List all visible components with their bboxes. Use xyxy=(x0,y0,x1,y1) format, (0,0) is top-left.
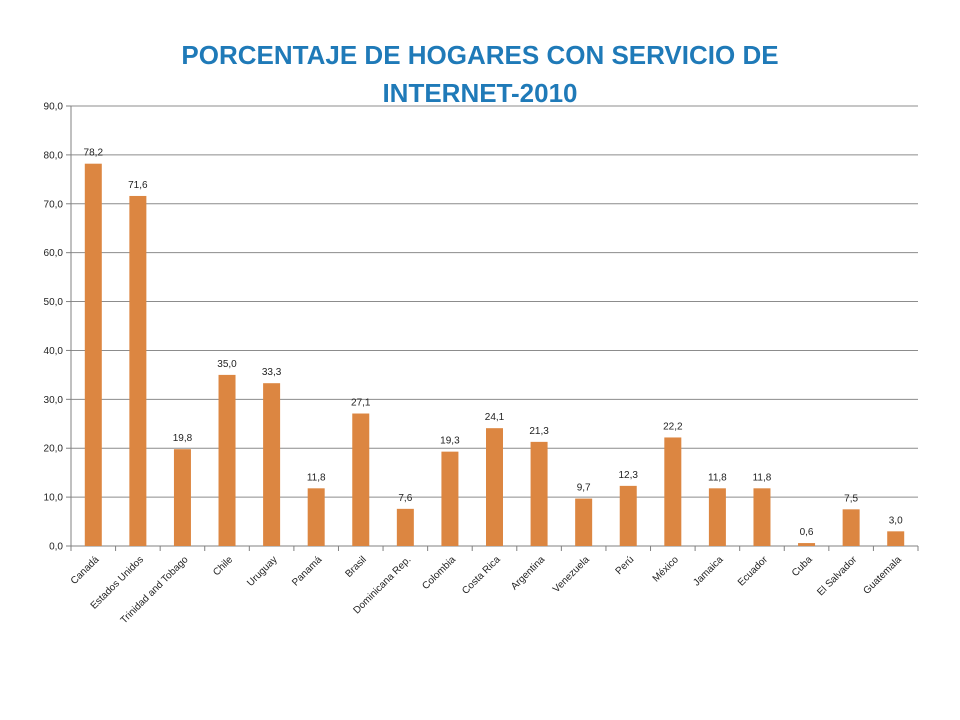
data-label: 7,5 xyxy=(844,493,858,504)
bar xyxy=(887,531,905,546)
data-label: 12,3 xyxy=(619,470,639,481)
bar xyxy=(218,374,236,546)
bar xyxy=(486,428,503,546)
category-label: Chile xyxy=(211,554,235,578)
bar xyxy=(129,195,147,546)
y-tick-label: 50,0 xyxy=(44,297,64,308)
data-label: 0,6 xyxy=(800,527,814,538)
category-label: Uruguay xyxy=(245,554,280,589)
y-tick-label: 60,0 xyxy=(44,248,64,259)
category-label: Venezuela xyxy=(551,554,592,595)
category-label: México xyxy=(651,554,681,584)
bar xyxy=(307,488,325,546)
data-label: 11,8 xyxy=(753,472,772,483)
chart-title-line-2: INTERNET-2010 xyxy=(382,78,578,108)
y-tick-label: 90,0 xyxy=(44,102,64,113)
chart-title: PORCENTAJE DE HOGARES CON SERVICIO DE IN… xyxy=(150,36,810,112)
bar xyxy=(798,543,816,546)
category-label: Guatemala xyxy=(861,554,904,597)
bar xyxy=(352,413,370,546)
data-label: 19,3 xyxy=(440,436,460,447)
data-label: 7,6 xyxy=(398,493,412,504)
bar xyxy=(753,488,771,546)
bar xyxy=(441,451,459,546)
category-label: Ecuador xyxy=(736,554,771,589)
category-label: Jamaica xyxy=(691,554,725,588)
bar xyxy=(396,508,414,546)
data-label: 78,2 xyxy=(84,148,104,159)
chart-title-line-1: PORCENTAJE DE HOGARES CON SERVICIO DE xyxy=(181,40,779,70)
y-tick-label: 40,0 xyxy=(44,346,64,357)
category-label: Costa Rica xyxy=(460,554,503,597)
bars xyxy=(84,163,905,546)
bar xyxy=(842,509,860,546)
bar xyxy=(708,488,726,546)
data-label: 11,8 xyxy=(307,472,326,483)
bar xyxy=(619,485,637,546)
category-label: El Salvador xyxy=(815,554,859,598)
bar xyxy=(263,383,281,546)
data-label: 33,3 xyxy=(262,367,282,378)
y-tick-label: 20,0 xyxy=(44,444,64,455)
category-label: Brasil xyxy=(343,554,368,579)
data-label: 24,1 xyxy=(485,412,505,423)
data-label: 11,8 xyxy=(708,472,727,483)
y-tick-label: 0,0 xyxy=(49,542,63,553)
y-tick-label: 70,0 xyxy=(44,199,64,210)
data-label: 21,3 xyxy=(529,426,549,437)
data-label: 22,2 xyxy=(663,421,683,432)
bar xyxy=(530,441,548,546)
category-label: Perú xyxy=(614,554,637,577)
category-label: Argentina xyxy=(509,554,547,592)
data-label: 35,0 xyxy=(217,359,237,370)
data-label: 19,8 xyxy=(173,433,193,444)
bar xyxy=(84,163,102,546)
category-label: Canadá xyxy=(69,554,102,587)
y-tick-label: 10,0 xyxy=(44,493,64,504)
data-label: 9,7 xyxy=(577,483,591,494)
data-label: 3,0 xyxy=(889,515,903,526)
bar xyxy=(664,437,682,546)
category-label: Cuba xyxy=(790,554,815,579)
bar xyxy=(575,498,593,546)
y-tick-label: 80,0 xyxy=(44,150,64,161)
y-tick-label: 30,0 xyxy=(44,395,64,406)
data-label: 71,6 xyxy=(128,180,148,191)
bar xyxy=(173,449,191,546)
category-label: Panamá xyxy=(290,554,324,588)
data-label: 27,1 xyxy=(351,398,371,409)
category-label: Colombia xyxy=(420,554,458,592)
